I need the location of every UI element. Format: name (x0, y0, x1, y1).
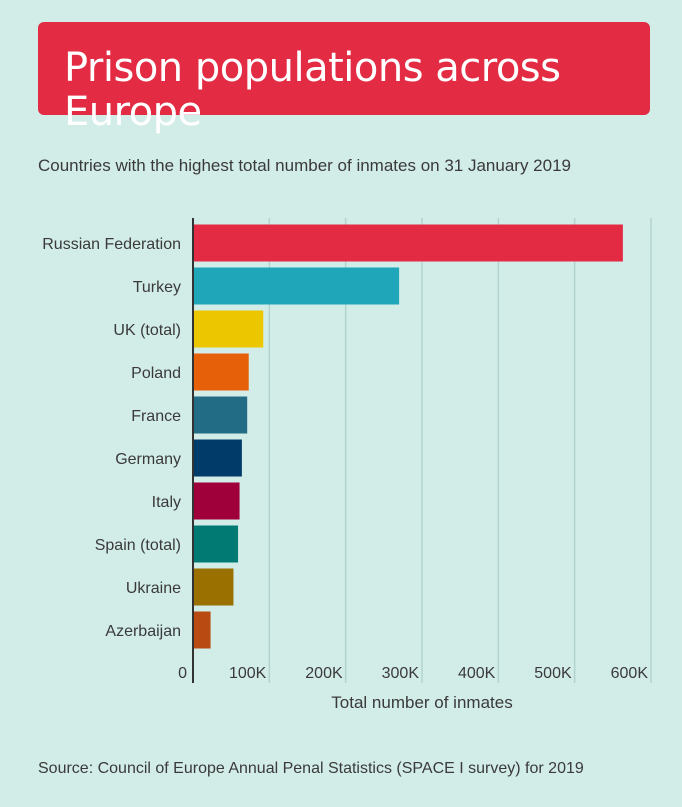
category-label: Turkey (133, 279, 181, 296)
chart-title: Prison populations across Europe (64, 45, 561, 135)
bar-turkey (193, 267, 400, 305)
bar-italy (193, 482, 240, 520)
category-label: Ukraine (126, 580, 181, 597)
x-tick-label: 600K (611, 665, 649, 682)
x-tick-label: 400K (458, 665, 496, 682)
title-banner: Prison populations across Europe (38, 22, 650, 134)
category-labels: Russian Federation Turkey UK (total) Poland… (42, 236, 181, 640)
bar-chart: Russian Federation Turkey UK (total) Poland… (42, 218, 652, 712)
x-tick-label: 100K (229, 665, 267, 682)
bar-russian-federation (193, 224, 623, 262)
bar-uk-total (193, 310, 264, 348)
x-axis-ticks: 0 100K 200K 300K 400K 500K 600K (178, 665, 648, 682)
x-tick-label: 500K (534, 665, 572, 682)
bar-azerbaijan (193, 611, 211, 649)
x-axis-title: Total number of inmates (331, 693, 512, 712)
category-label: Italy (152, 494, 181, 511)
source-note: Source: Council of Europe Annual Penal S… (38, 760, 584, 777)
bar-poland (193, 353, 249, 391)
x-tick-label: 0 (178, 665, 187, 682)
x-tick-label: 300K (382, 665, 420, 682)
category-label: Azerbaijan (105, 623, 181, 640)
category-label: Germany (115, 451, 181, 468)
grid-lines (268, 218, 652, 683)
bar-germany (193, 439, 242, 477)
bar-ukraine (193, 568, 234, 606)
category-label: Poland (131, 365, 181, 382)
bar-france (193, 396, 248, 434)
bars (193, 224, 623, 649)
x-tick-label: 200K (305, 665, 343, 682)
chart-subtitle: Countries with the highest total number … (38, 156, 571, 175)
category-label: France (131, 408, 181, 425)
bar-spain-total (193, 525, 239, 563)
category-label: Spain (total) (95, 537, 181, 554)
category-label: UK (total) (113, 322, 181, 339)
category-label: Russian Federation (42, 236, 181, 253)
